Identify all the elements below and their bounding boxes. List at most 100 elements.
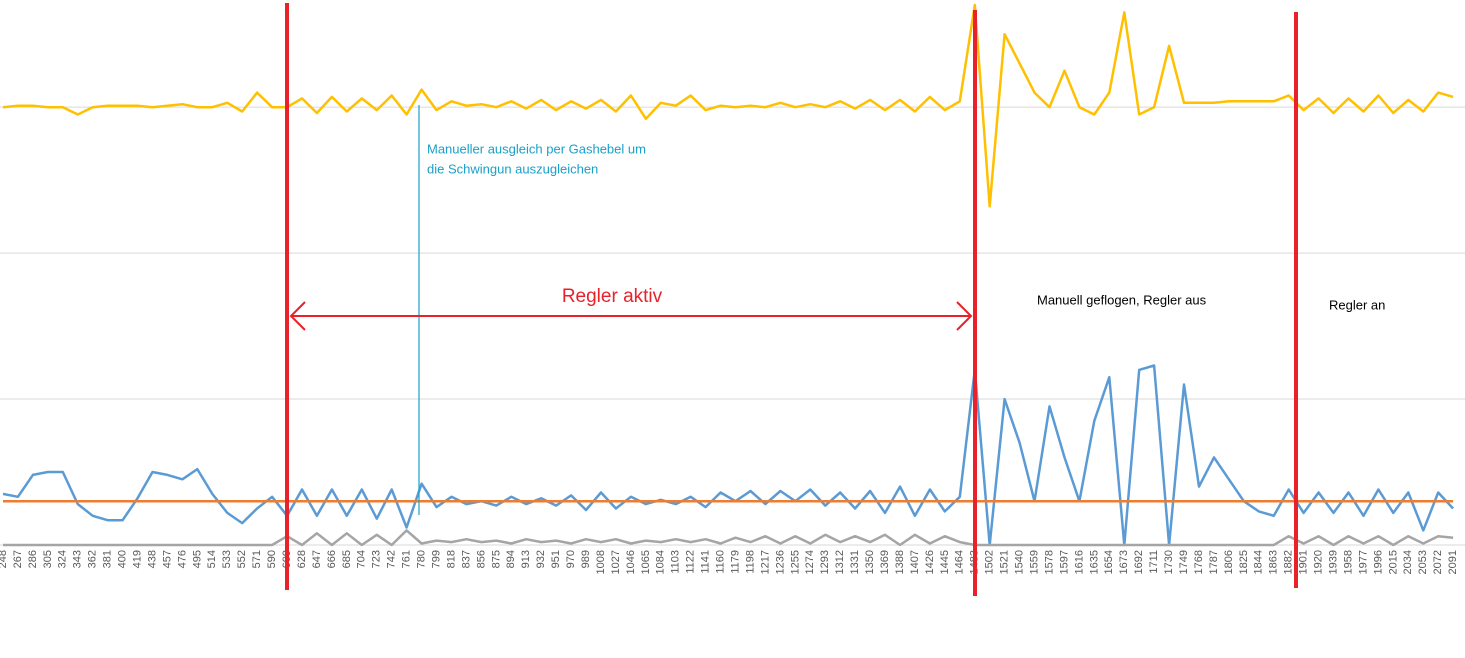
x-tick-label: 1350 bbox=[864, 550, 876, 574]
x-tick-label: 1312 bbox=[834, 550, 846, 574]
x-tick-label: 1160 bbox=[715, 550, 727, 574]
x-tick-label: 1084 bbox=[655, 550, 667, 574]
x-tick-label: 1388 bbox=[894, 550, 906, 574]
x-tick-label: 552 bbox=[236, 550, 248, 568]
x-tick-label: 305 bbox=[42, 550, 54, 568]
x-tick-label: 1540 bbox=[1014, 550, 1026, 574]
x-tick-label: 495 bbox=[191, 550, 203, 568]
x-tick-label: 571 bbox=[251, 550, 263, 568]
x-tick-label: 2091 bbox=[1447, 550, 1459, 574]
x-tick-label: 1920 bbox=[1313, 550, 1325, 574]
x-tick-label: 1806 bbox=[1223, 550, 1235, 574]
x-tick-label: 742 bbox=[386, 550, 398, 568]
x-tick-label: 837 bbox=[460, 550, 472, 568]
x-tick-label: 1559 bbox=[1028, 550, 1040, 574]
x-tick-label: 2072 bbox=[1432, 550, 1444, 574]
x-tick-label: 818 bbox=[445, 550, 457, 568]
x-tick-label: 1103 bbox=[670, 550, 682, 574]
x-tick-label: 723 bbox=[371, 550, 383, 568]
x-tick-label: 913 bbox=[520, 550, 532, 568]
x-tick-label: 514 bbox=[206, 550, 218, 568]
x-tick-label: 533 bbox=[221, 550, 233, 568]
plot bbox=[2, 3, 1455, 547]
x-tick-label: 951 bbox=[550, 550, 562, 568]
x-tick-label: 476 bbox=[176, 550, 188, 568]
x-tick-label: 1236 bbox=[774, 550, 786, 574]
annotation: Manueller ausgleich per Gashebel um bbox=[427, 141, 646, 156]
x-tick-label: 1065 bbox=[640, 550, 652, 574]
grid bbox=[0, 106, 1465, 546]
annotation: die Schwingun auszugleichen bbox=[427, 161, 598, 176]
x-tick-label: 438 bbox=[146, 550, 158, 568]
x-tick-label: 248 bbox=[0, 550, 9, 568]
x-tick-label: 1787 bbox=[1208, 550, 1220, 574]
x-tick-label: 1863 bbox=[1268, 550, 1280, 574]
x-tick-label: 628 bbox=[296, 550, 308, 568]
series-line bbox=[2, 3, 1454, 208]
x-tick-label: 590 bbox=[266, 550, 278, 568]
x-tick-label: 1502 bbox=[984, 550, 996, 574]
x-tick-label: 1198 bbox=[744, 550, 756, 574]
x-tick-label: 1977 bbox=[1357, 550, 1369, 574]
x-tick-label: 1331 bbox=[849, 550, 861, 574]
series-line bbox=[2, 364, 1455, 547]
x-tick-label: 780 bbox=[416, 550, 428, 568]
x-tick-label: 1711 bbox=[1148, 550, 1160, 574]
x-tick-label: 1426 bbox=[924, 550, 936, 574]
x-tick-label: 1217 bbox=[759, 550, 771, 574]
annotation: Regler aktiv bbox=[562, 286, 663, 307]
series-line bbox=[3, 529, 1454, 547]
x-tick-label: 799 bbox=[430, 550, 442, 568]
x-tick-label: 989 bbox=[580, 550, 592, 568]
x-tick-label: 362 bbox=[87, 550, 99, 568]
x-tick-label: 2034 bbox=[1402, 550, 1414, 574]
x-tick-label: 666 bbox=[326, 550, 338, 568]
x-tick-label: 1369 bbox=[879, 550, 891, 574]
x-tick-label: 1578 bbox=[1043, 550, 1055, 574]
x-tick-label: 1407 bbox=[909, 550, 921, 574]
x-tick-label: 2053 bbox=[1417, 550, 1429, 574]
x-tick-label: 856 bbox=[475, 550, 487, 568]
arrow-head bbox=[289, 301, 306, 331]
x-tick-label: 1255 bbox=[789, 550, 801, 574]
x-tick-label: 1939 bbox=[1327, 550, 1339, 574]
x-tick-label: 761 bbox=[401, 550, 413, 568]
x-tick-label: 286 bbox=[27, 550, 39, 568]
x-tick-label: 1996 bbox=[1372, 550, 1384, 574]
x-tick-label: 1825 bbox=[1238, 550, 1250, 574]
x-tick-label: 685 bbox=[341, 550, 353, 568]
x-tick-label: 875 bbox=[490, 550, 502, 568]
x-axis: 248 267 286 305 324 343 362 381 400 419 438 457 476 4… bbox=[0, 550, 1459, 574]
x-tick-label: 970 bbox=[565, 550, 577, 568]
x-tick-label: 1141 bbox=[700, 550, 712, 574]
x-tick-label: 1008 bbox=[595, 550, 607, 574]
x-tick-label: 381 bbox=[102, 550, 114, 568]
x-tick-label: 1464 bbox=[954, 550, 966, 574]
x-tick-label: 1768 bbox=[1193, 550, 1205, 574]
x-tick-label: 419 bbox=[131, 550, 143, 568]
x-tick-label: 1027 bbox=[610, 550, 622, 574]
x-tick-label: 647 bbox=[311, 550, 323, 568]
x-tick-label: 1274 bbox=[804, 550, 816, 574]
x-tick-label: 2015 bbox=[1387, 550, 1399, 574]
arrow-head bbox=[956, 301, 973, 331]
x-tick-label: 1046 bbox=[625, 550, 637, 574]
x-tick-label: 1616 bbox=[1073, 550, 1085, 574]
x-tick-label: 1882 bbox=[1283, 550, 1295, 574]
annotation: Regler an bbox=[1329, 297, 1385, 312]
x-tick-label: 704 bbox=[356, 550, 368, 568]
x-tick-label: 1654 bbox=[1103, 550, 1115, 574]
x-tick-label: 1692 bbox=[1133, 550, 1145, 574]
x-tick-label: 1749 bbox=[1178, 550, 1190, 574]
x-tick-label: 1901 bbox=[1298, 550, 1310, 574]
x-tick-label: 1844 bbox=[1253, 550, 1265, 574]
x-tick-label: 932 bbox=[535, 550, 547, 568]
x-tick-label: 1597 bbox=[1058, 550, 1070, 574]
x-tick-label: 1673 bbox=[1118, 550, 1130, 574]
x-tick-label: 1521 bbox=[999, 550, 1011, 574]
x-tick-label: 1958 bbox=[1342, 550, 1354, 574]
annotation: Manuell geflogen, Regler aus bbox=[1037, 292, 1207, 307]
x-tick-label: 343 bbox=[72, 550, 84, 568]
x-tick-label: 1730 bbox=[1163, 550, 1175, 574]
x-tick-label: 457 bbox=[161, 550, 173, 568]
